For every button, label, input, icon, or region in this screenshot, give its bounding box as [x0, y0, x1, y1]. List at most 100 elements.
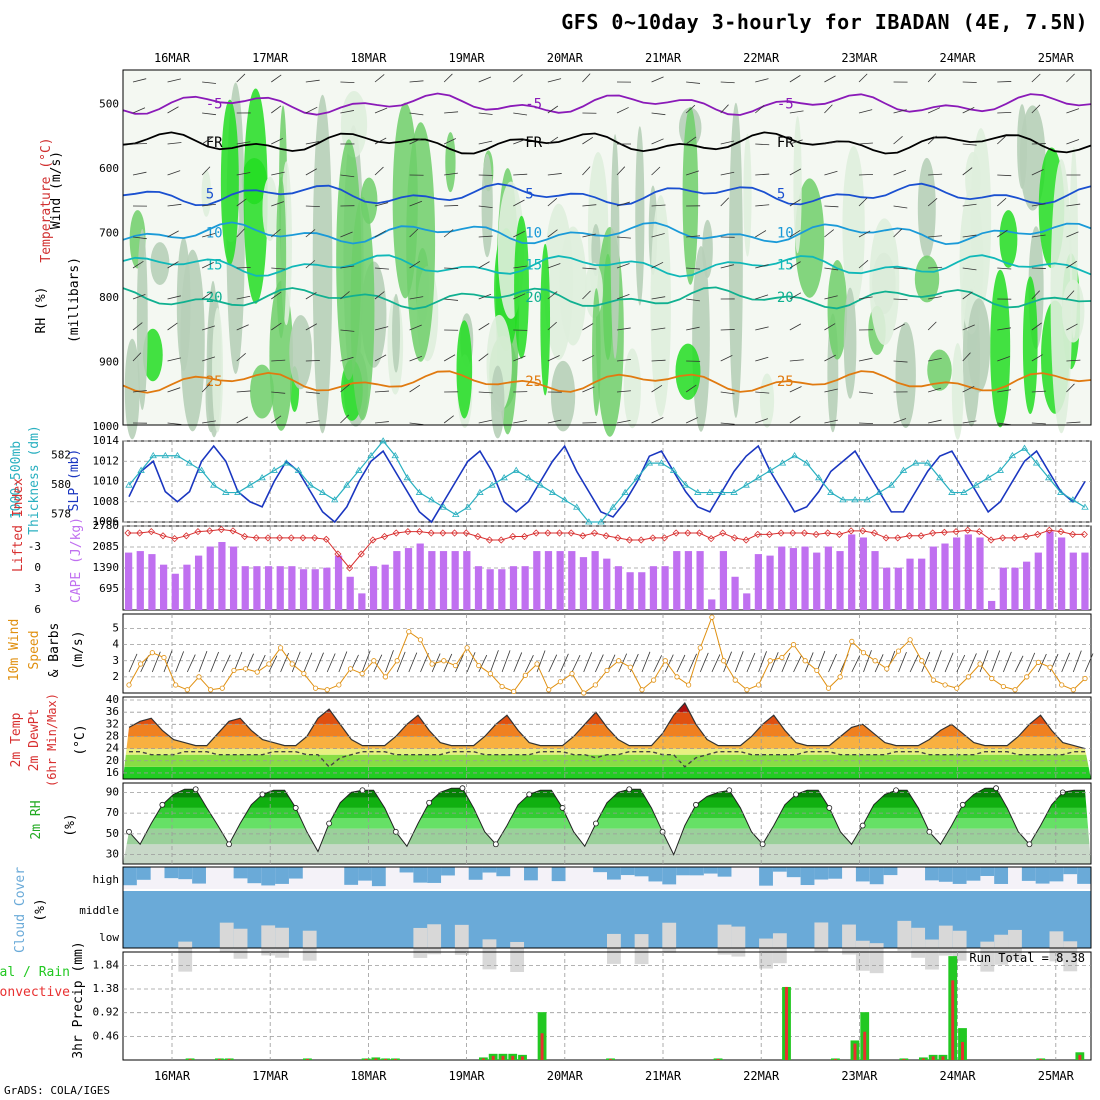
lifted-index-point [1034, 530, 1042, 538]
wind-barb [271, 291, 282, 300]
cloud-high-bar [524, 867, 538, 881]
temperature-axis-label: Temperature (°C) [39, 137, 54, 262]
lifted-index-point [159, 532, 167, 540]
temp-tick: 40 [106, 693, 119, 706]
wind-barb [582, 233, 596, 238]
cape-bar [428, 551, 436, 610]
rh-cell [843, 287, 857, 399]
wind-barb [444, 111, 459, 114]
wind-barb [858, 260, 869, 269]
wind10-point [639, 687, 645, 693]
temp-tick: 20 [106, 754, 119, 767]
thickness-point [911, 459, 920, 466]
upper-air-frame [122, 69, 1092, 426]
slp-line [128, 444, 1086, 524]
lifted-index-point [999, 534, 1007, 542]
isotherm-label: -5 [777, 96, 794, 112]
wind10-point [1070, 687, 1076, 693]
rh2m-label: 2m RH [29, 800, 44, 839]
wind-barb [755, 143, 770, 146]
cape-bar [579, 557, 588, 610]
wind-barb [720, 329, 735, 331]
thickness-point [125, 481, 133, 488]
thickness-point [585, 518, 593, 525]
wind10-barb [361, 650, 371, 673]
cape-bar [369, 566, 378, 610]
wind10-point [266, 661, 272, 667]
wind10-barb [664, 654, 674, 673]
wind10-point [441, 658, 447, 664]
wind10-barb [1084, 653, 1094, 673]
precip-convective-bar [305, 1058, 309, 1060]
cape-bar [929, 546, 937, 610]
wind-barb [997, 229, 1008, 238]
wind-barb [893, 298, 908, 301]
rh-cell [406, 122, 436, 362]
wind10-barb [723, 651, 732, 673]
cloud-unit-label: (%) [33, 898, 48, 921]
thickness-point [923, 459, 932, 466]
slp-tick: 1006 [93, 515, 120, 528]
wind-barb [132, 352, 142, 362]
lifted-index-point [392, 529, 400, 537]
cloud-low-bar [855, 940, 870, 971]
wind-barb [202, 420, 216, 424]
wind-barb [582, 386, 595, 393]
date-label-bottom: 21MAR [645, 1069, 682, 1083]
wind-barb [236, 266, 251, 269]
wind-barb [928, 419, 942, 424]
lifted-index-point [322, 535, 330, 543]
thickness-point [875, 488, 883, 495]
cloud-low-bar [842, 924, 856, 955]
wind-barb [1031, 267, 1046, 269]
wind-barb [547, 419, 562, 424]
wind-barb [997, 389, 1011, 393]
wind10-point [289, 661, 295, 667]
thickness-point [282, 459, 291, 466]
cape-bar [299, 569, 308, 610]
lifted-index-point [182, 532, 190, 540]
wind10-barb [210, 651, 219, 673]
rh2m-point [626, 786, 633, 793]
wind-barb [789, 416, 801, 424]
wind-barb [271, 201, 284, 207]
wind-barb [201, 166, 211, 176]
rh2m-point [526, 791, 533, 798]
wind10-point [534, 661, 540, 667]
lifted-index-line [128, 528, 1085, 569]
wind-barb [789, 292, 802, 300]
lifted-index-point [707, 535, 715, 543]
isotherm-line [122, 286, 1092, 310]
cloud-high-bar [247, 867, 262, 884]
wind-barb [962, 203, 977, 207]
wind-barb [858, 296, 873, 300]
wind-barb [893, 205, 908, 209]
thickness-point [185, 459, 194, 466]
wind10-barb [968, 653, 977, 673]
wind-barb [720, 355, 733, 362]
lifted-index-point [975, 528, 983, 536]
lifted-index-point [590, 529, 599, 537]
wind-barb [858, 391, 873, 394]
wind10-barb [408, 652, 418, 673]
lifted-index-point [147, 528, 155, 536]
wind10-barb [548, 654, 558, 673]
cloud-high-bar [828, 867, 843, 879]
rh-cell [623, 348, 641, 429]
cloud-low-bar [814, 922, 829, 953]
lifted-index-label: Lifted Index [11, 478, 26, 572]
cloud-high-bar [772, 867, 787, 872]
wind-barb [513, 355, 526, 362]
wind10-point [359, 671, 365, 677]
wind-barb [201, 291, 213, 300]
wind-barb [132, 236, 147, 240]
wind10-point [895, 648, 902, 654]
cloud-low-bar [662, 922, 677, 953]
cape-bar [439, 551, 448, 610]
precip-convective-bar [540, 1033, 544, 1060]
cape-bar [323, 567, 331, 610]
wind-barb [513, 112, 528, 116]
cloud-level-label: low [99, 931, 119, 944]
rh-cell [250, 364, 274, 419]
lifted-index-point [1010, 534, 1018, 542]
